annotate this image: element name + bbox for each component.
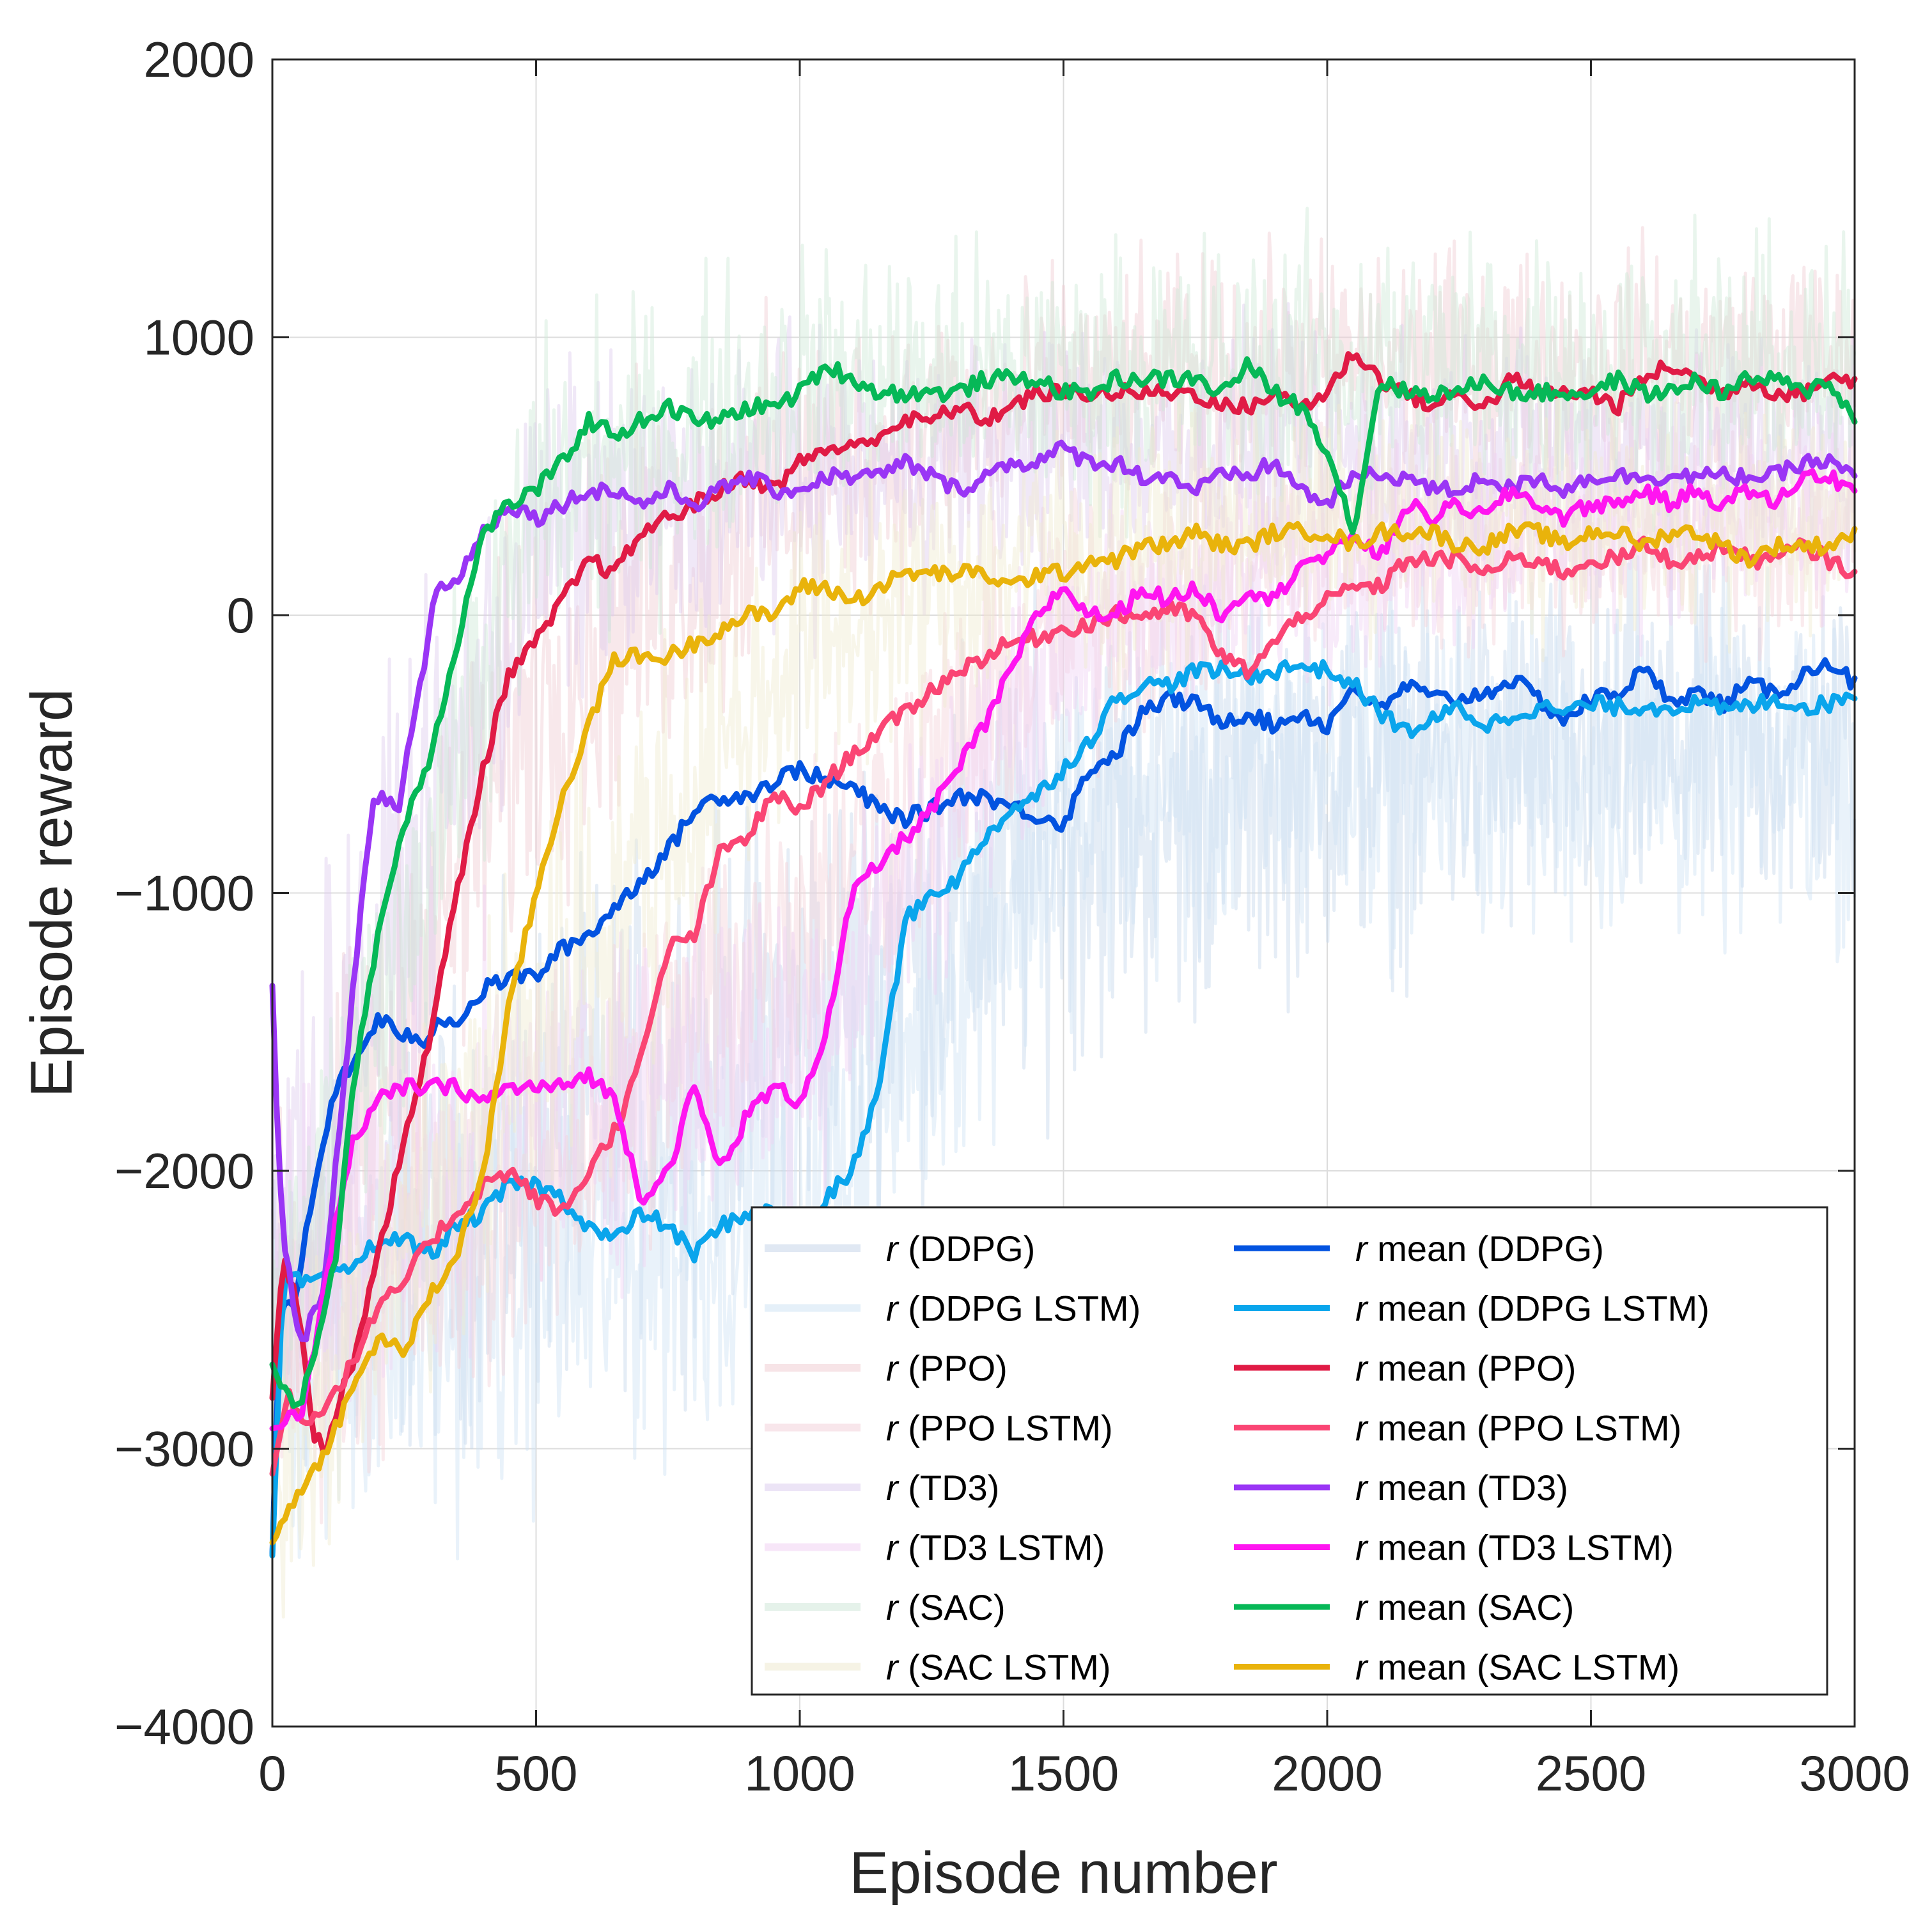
legend-label-suffix: mean (DDPG LSTM) xyxy=(1367,1288,1710,1329)
legend-label-prefix: r xyxy=(886,1348,900,1388)
y-tick-label: 2000 xyxy=(143,31,254,88)
tick-labels: 0 500 1000 1500 2000 2500 3000 −4000 −3000 −2000 −… xyxy=(114,31,1910,1801)
y-tick-label: −3000 xyxy=(114,1421,254,1477)
legend-label-prefix: r xyxy=(886,1288,900,1329)
mean-series-line xyxy=(269,356,1858,1409)
legend-label-prefix: r xyxy=(1355,1288,1369,1329)
legend-label: r mean (SAC LSTM) xyxy=(1355,1647,1679,1688)
legend-label-prefix: r xyxy=(1355,1408,1369,1448)
legend-label-prefix: r xyxy=(1355,1587,1369,1627)
y-tick-label: −4000 xyxy=(114,1698,254,1755)
legend-label-suffix: mean (PPO) xyxy=(1367,1348,1577,1388)
legend-label: r (SAC LSTM) xyxy=(886,1647,1111,1688)
legend-label-suffix: (DDPG) xyxy=(898,1228,1036,1269)
legend-label: r mean (TD3 LSTM) xyxy=(1355,1528,1674,1568)
legend-label: r (TD3) xyxy=(886,1468,999,1508)
legend-label-suffix: mean (TD3 LSTM) xyxy=(1367,1528,1674,1568)
legend-label-suffix: mean (PPO LSTM) xyxy=(1367,1408,1682,1448)
legend-label-suffix: mean (SAC LSTM) xyxy=(1367,1647,1680,1688)
x-tick-label: 1000 xyxy=(744,1745,855,1801)
legend-label-suffix: (PPO LSTM) xyxy=(898,1408,1113,1448)
legend-label-suffix: (DDPG LSTM) xyxy=(898,1288,1141,1329)
raw-series-line xyxy=(270,302,1857,1342)
mean-series-line xyxy=(269,535,1858,1477)
legend-label: r (PPO) xyxy=(886,1348,1008,1388)
legend-label-prefix: r xyxy=(886,1468,900,1508)
mean-reward-layer xyxy=(269,351,1858,1559)
legend-label: r (TD3 LSTM) xyxy=(886,1528,1105,1568)
legend-label-prefix: r xyxy=(1355,1468,1369,1508)
mean-series-line xyxy=(269,657,1858,1557)
legend-label: r mean (PPO LSTM) xyxy=(1355,1408,1681,1448)
legend-box xyxy=(751,1206,1828,1696)
y-tick-label: −1000 xyxy=(114,865,254,921)
y-tick-label: 0 xyxy=(227,587,254,643)
legend-label: r mean (DDPG LSTM) xyxy=(1355,1288,1710,1329)
legend-label: r (DDPG LSTM) xyxy=(886,1288,1141,1329)
legend-label-suffix: (TD3 LSTM) xyxy=(898,1528,1105,1568)
y-tick-label: −2000 xyxy=(114,1143,254,1199)
legend-label-prefix: r xyxy=(886,1228,900,1269)
y-axis-title: Episode reward xyxy=(19,689,84,1097)
legend-label: r (DDPG) xyxy=(886,1228,1035,1269)
x-tick-label: 2500 xyxy=(1536,1745,1647,1801)
legend-label: r mean (SAC) xyxy=(1355,1587,1574,1627)
legend-label-suffix: (SAC) xyxy=(898,1587,1006,1627)
legend-label-suffix: mean (DDPG) xyxy=(1367,1228,1604,1269)
legend-label: r (PPO LSTM) xyxy=(886,1408,1113,1448)
mean-series-line xyxy=(269,467,1858,1432)
legend-label-prefix: r xyxy=(1355,1228,1369,1269)
legend-label-prefix: r xyxy=(886,1647,900,1688)
raw-series-line xyxy=(270,207,1857,1492)
mean-series-line xyxy=(269,521,1858,1546)
x-tick-label: 0 xyxy=(258,1745,286,1801)
mean-series-line xyxy=(269,439,1858,1343)
legend-label: r mean (TD3) xyxy=(1355,1468,1568,1508)
legend-label: r (SAC) xyxy=(886,1587,1006,1627)
axes xyxy=(271,58,1856,1728)
legend-label-suffix: (SAC LSTM) xyxy=(898,1647,1111,1688)
legend-label-prefix: r xyxy=(886,1408,900,1448)
x-tick-label: 3000 xyxy=(1799,1745,1910,1801)
y-tick-label: 1000 xyxy=(143,309,254,366)
legend-label-prefix: r xyxy=(1355,1348,1369,1388)
x-tick-label: 2000 xyxy=(1272,1745,1383,1801)
legend: r (DDPG)r (DDPG LSTM)r (PPO)r (PPO LSTM)… xyxy=(751,1206,1828,1696)
x-tick-label: 500 xyxy=(494,1745,577,1801)
legend-label: r mean (PPO) xyxy=(1355,1348,1576,1388)
legend-label-suffix: mean (TD3) xyxy=(1367,1468,1568,1508)
legend-label-prefix: r xyxy=(1355,1528,1369,1568)
legend-label-prefix: r xyxy=(886,1528,900,1568)
raw-series-line xyxy=(270,522,1857,1467)
legend-label-suffix: (TD3) xyxy=(898,1468,1000,1508)
x-tick-label: 1500 xyxy=(1008,1745,1119,1801)
legend-label-prefix: r xyxy=(1355,1647,1369,1688)
legend-label: r mean (DDPG) xyxy=(1355,1228,1604,1269)
legend-label-suffix: mean (SAC) xyxy=(1367,1587,1575,1627)
raw-series-line xyxy=(270,409,1857,1524)
mean-series-line xyxy=(269,659,1858,1559)
raw-series-line xyxy=(270,391,1857,1619)
legend-label-prefix: r xyxy=(886,1587,900,1627)
x-axis-title: Episode number xyxy=(850,1840,1278,1906)
legend-label-suffix: (PPO) xyxy=(898,1348,1008,1388)
raw-series-line xyxy=(270,564,1857,1561)
